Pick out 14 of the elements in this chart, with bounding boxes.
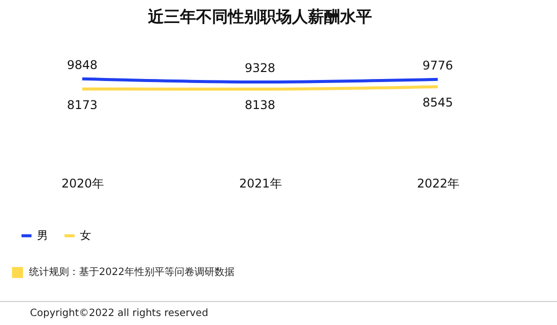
text: 统计规则：基于2022年性别平等问卷调研数据 bbox=[29, 266, 234, 279]
x-tick-label: 2020年 bbox=[61, 176, 104, 190]
data-label: 9776 bbox=[422, 58, 454, 72]
data-label: 8173 bbox=[66, 98, 98, 112]
x-tick-label: 2022年 bbox=[417, 176, 460, 190]
data-label: 9848 bbox=[66, 58, 98, 72]
legend-label: 男 bbox=[37, 228, 48, 242]
x-tick-label: 2021年 bbox=[239, 176, 282, 190]
chart-title: 近三年不同性别职场人薪酬水平 bbox=[147, 6, 372, 26]
data-label: 8545 bbox=[422, 96, 454, 110]
text: Copyright©2022 all rights reserved bbox=[0, 301, 557, 319]
data-label: 9328 bbox=[244, 61, 276, 76]
data-label: 8138 bbox=[244, 98, 276, 112]
legend-label: 女 bbox=[80, 228, 91, 242]
